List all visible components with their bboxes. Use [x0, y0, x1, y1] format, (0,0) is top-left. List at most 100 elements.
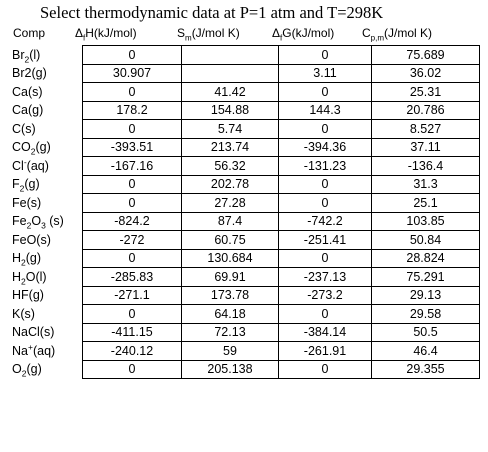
compound-formula-part: HF(g) — [12, 288, 44, 303]
entropy-cell: 56.32 — [181, 156, 279, 176]
compound-formula-part: Br2(g) — [12, 66, 47, 81]
heat-capacity-cell: 25.31 — [371, 82, 480, 102]
gibbs-cell: 0 — [278, 304, 372, 324]
gibbs-cell: -261.91 — [278, 341, 372, 361]
gibbs-cell: 0 — [278, 248, 372, 268]
heat-capacity-cell: 50.84 — [371, 230, 480, 250]
compound-formula-part: (g) — [24, 177, 40, 192]
compound-cell: Fe2O3 (s) — [8, 212, 83, 231]
compound-cell: F2(g) — [8, 175, 83, 194]
compound-formula-part: H — [12, 269, 22, 284]
enthalpy-cell: 0 — [82, 45, 182, 65]
entropy-cell: 64.18 — [181, 304, 279, 324]
table-row: C(s) 0 5.74 0 8.527 — [8, 119, 480, 139]
table-row: CO2(g) -393.51 213.74 -394.36 37.11 — [8, 137, 480, 157]
entropy-cell — [181, 45, 279, 65]
compound-formula-part: 2 — [24, 54, 30, 65]
heat-capacity-cell: 37.11 — [371, 137, 480, 157]
compound-cell: Br2(g) — [8, 64, 83, 83]
compound-formula-part: 2 — [21, 257, 26, 268]
compound-cell: Ca(g) — [8, 101, 83, 120]
enthalpy-cell: -167.16 — [82, 156, 182, 176]
enthalpy-cell: 178.2 — [82, 100, 182, 120]
compound-cell: O2(g) — [8, 360, 83, 379]
thermo-table: Br2(l) 0 0 75.689 Br2(g) 30.907 3.11 36.02 Ca(s)… — [8, 45, 480, 379]
header-enthalpy: ΔfH(kJ/mol) — [75, 26, 137, 43]
enthalpy-cell: 0 — [82, 193, 182, 213]
compound-formula-part: FeO(s) — [12, 232, 51, 247]
table-row: Na+(aq) -240.12 59 -261.91 46.4 — [8, 341, 480, 361]
heat-capacity-cell: 28.824 — [371, 248, 480, 268]
entropy-cell: 27.28 — [181, 193, 279, 213]
table-row: FeO(s) -272 60.75 -251.41 50.84 — [8, 230, 480, 250]
entropy-cell: 130.684 — [181, 248, 279, 268]
table-row: Ca(s) 0 41.42 0 25.31 — [8, 82, 480, 102]
compound-cell: Cl-(aq) — [8, 157, 83, 176]
heat-capacity-cell: 25.1 — [371, 193, 480, 213]
gibbs-cell: -384.14 — [278, 322, 372, 342]
entropy-cell: 59 — [181, 341, 279, 361]
heat-capacity-cell: 29.58 — [371, 304, 480, 324]
entropy-cell: 154.88 — [181, 100, 279, 120]
table-row: Br2(l) 0 0 75.689 — [8, 45, 480, 65]
compound-cell: Fe(s) — [8, 194, 83, 213]
enthalpy-cell: -285.83 — [82, 267, 182, 287]
table-row: HF(g) -271.1 173.78 -273.2 29.13 — [8, 285, 480, 305]
table-row: F2(g) 0 202.78 0 31.3 — [8, 174, 480, 194]
entropy-cell: 205.138 — [181, 359, 279, 379]
compound-formula-part: Fe(s) — [12, 195, 42, 210]
table-row: K(s) 0 64.18 0 29.58 — [8, 304, 480, 324]
compound-formula-part: (aq) — [26, 158, 49, 173]
gibbs-cell: 0 — [278, 174, 372, 194]
compound-formula-part: O(l) — [25, 269, 47, 284]
header-comp: Comp — [13, 26, 46, 40]
heat-capacity-cell: 103.85 — [371, 211, 480, 231]
entropy-cell: 41.42 — [181, 82, 279, 102]
heat-capacity-cell: 46.4 — [371, 341, 480, 361]
compound-formula-part: (g) — [25, 251, 42, 266]
heat-capacity-cell: 29.13 — [371, 285, 480, 305]
gibbs-cell: 0 — [278, 45, 372, 65]
compound-formula-part: Ca(g) — [12, 103, 44, 118]
compound-formula-part: 2 — [21, 368, 27, 379]
compound-formula-part: O — [12, 362, 22, 377]
compound-cell: Ca(s) — [8, 83, 83, 102]
compound-cell: H2(g) — [8, 249, 83, 268]
enthalpy-cell: -240.12 — [82, 341, 182, 361]
table-row: Br2(g) 30.907 3.11 36.02 — [8, 63, 480, 83]
compound-formula-part: (g) — [26, 362, 42, 377]
entropy-cell: 5.74 — [181, 119, 279, 139]
heat-capacity-cell: -136.4 — [371, 156, 480, 176]
enthalpy-cell: -824.2 — [82, 211, 182, 231]
compound-formula-part: 2 — [26, 220, 32, 231]
gibbs-cell: -273.2 — [278, 285, 372, 305]
compound-cell: NaCl(s) — [8, 323, 83, 342]
compound-formula-part: 2 — [19, 183, 25, 194]
heat-capacity-cell: 36.02 — [371, 63, 480, 83]
compound-cell: Br2(l) — [8, 46, 83, 65]
header-entropy: Sm(J/mol K) — [177, 26, 240, 43]
compound-formula-part: (l) — [29, 47, 41, 62]
gibbs-cell: -251.41 — [278, 230, 372, 250]
entropy-cell: 202.78 — [181, 174, 279, 194]
thermo-table-body: Br2(l) 0 0 75.689 Br2(g) 30.907 3.11 36.02 Ca(s)… — [8, 45, 480, 379]
enthalpy-cell: 0 — [82, 174, 182, 194]
enthalpy-cell: 0 — [82, 248, 182, 268]
heat-capacity-cell: 31.3 — [371, 174, 480, 194]
enthalpy-cell: 0 — [82, 359, 182, 379]
enthalpy-cell: -271.1 — [82, 285, 182, 305]
entropy-cell: 173.78 — [181, 285, 279, 305]
table-row: Cl-(aq) -167.16 56.32 -131.23 -136.4 — [8, 156, 480, 176]
gibbs-cell: 0 — [278, 359, 372, 379]
compound-formula-part: - — [23, 156, 27, 167]
table-row: O2(g) 0 205.138 0 29.355 — [8, 359, 480, 379]
gibbs-cell: -131.23 — [278, 156, 372, 176]
gibbs-cell: -394.36 — [278, 137, 372, 157]
compound-formula-part: (aq) — [32, 343, 56, 358]
entropy-cell: 213.74 — [181, 137, 279, 157]
entropy-cell: 69.91 — [181, 267, 279, 287]
compound-formula-part: + — [27, 341, 33, 352]
compound-formula-part: 2 — [30, 146, 36, 157]
header-gibbs: ΔfG(kJ/mol) — [272, 26, 335, 43]
table-row: H2O(l) -285.83 69.91 -237.13 75.291 — [8, 267, 480, 287]
